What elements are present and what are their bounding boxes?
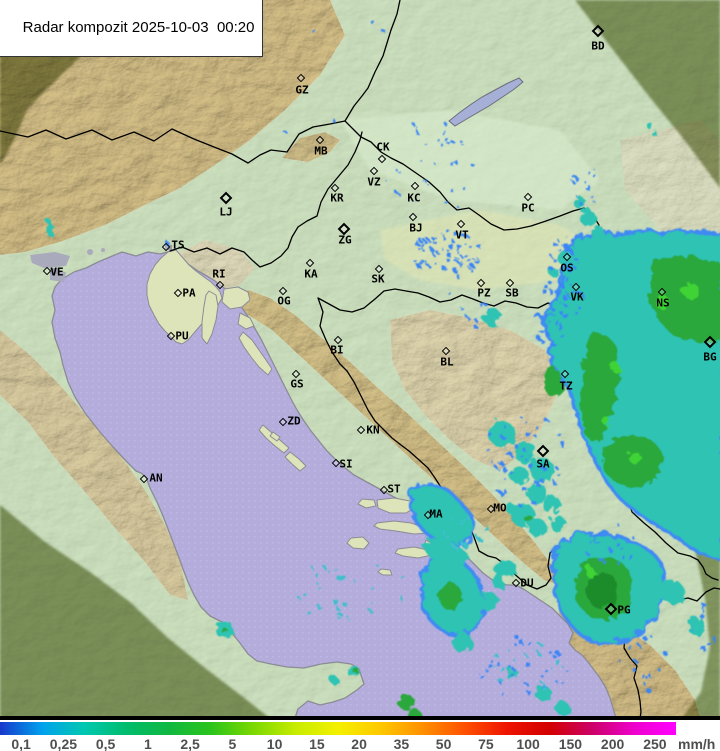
legend-unit-label: mm/h (678, 736, 716, 751)
legend-tick: 0,5 (95, 736, 116, 751)
legend-tick: 50 (435, 736, 452, 751)
legend-tick: 10 (266, 736, 283, 751)
legend-tick: 2,5 (180, 736, 200, 751)
legend-tick: 200 (600, 736, 625, 751)
legend-gradient-bar (0, 722, 676, 735)
title-bar: Radar kompozit 2025-10-03 00:20 (0, 0, 264, 57)
lake-balaton (448, 77, 524, 127)
legend-tick: 250 (643, 736, 667, 751)
radar-map-canvas (0, 0, 720, 718)
legend-tick: 1 (143, 736, 152, 751)
precipitation-layer (44, 21, 720, 718)
venice-lagoon (30, 245, 172, 282)
radar-map (0, 0, 720, 718)
legend-tick: 100 (516, 736, 540, 751)
intensity-legend: 0,1 0,25 0,5 1 2,5 5 10 15 20 35 50 75 100 150 200 250 … (0, 718, 720, 751)
legend-tick: 5 (228, 736, 237, 751)
map-bottom-frame (0, 716, 720, 718)
legend-tick: 15 (309, 736, 325, 751)
echo-intense-rain (584, 569, 616, 607)
echo-speckles-blue (383, 119, 714, 694)
legend-tick: 75 (478, 736, 494, 751)
legend-tick: 20 (351, 736, 367, 751)
legend-tick: 0,1 (11, 736, 31, 751)
legend-tick: 150 (558, 736, 583, 751)
legend-tick: 35 (393, 736, 410, 751)
legend-tick: 0,25 (49, 736, 78, 751)
map-title: Radar kompozit 2025-10-03 00:20 (22, 19, 255, 36)
echo-single-cells (162, 21, 450, 294)
echo-bright-cells (583, 280, 696, 575)
echo-speckles-cyan (295, 513, 560, 688)
